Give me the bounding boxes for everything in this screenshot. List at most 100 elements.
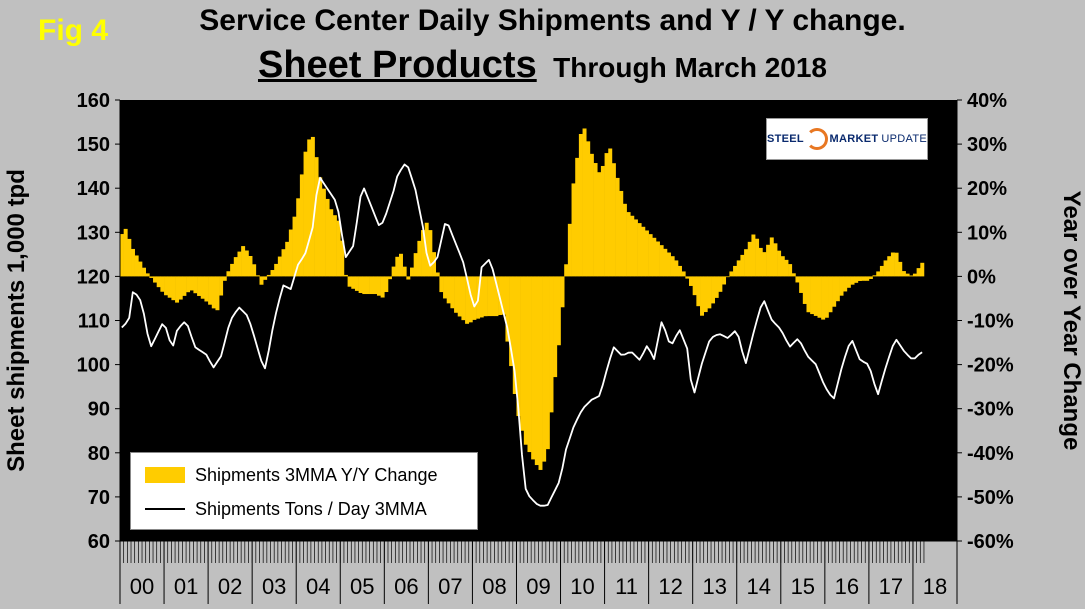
x-tick-label: 02: [218, 574, 242, 599]
bar: [376, 276, 381, 296]
bar: [839, 276, 844, 296]
bar: [487, 276, 492, 317]
chart-subtitle: Sheet Products Through March 2018: [0, 44, 1085, 87]
fig-label: Fig 4: [38, 14, 109, 47]
bar: [689, 276, 693, 286]
bar: [538, 276, 543, 470]
bar: [134, 255, 139, 277]
bar: [744, 249, 749, 277]
left-tick-label: 150: [77, 134, 110, 156]
legend-bar-swatch: [145, 467, 185, 483]
bar: [365, 276, 370, 295]
bar: [413, 253, 418, 277]
bar: [277, 256, 282, 277]
bar: [912, 273, 917, 277]
bar: [208, 276, 213, 305]
bar: [244, 250, 249, 277]
bar: [868, 276, 873, 279]
left-tick-label: 90: [88, 399, 110, 421]
bar: [516, 276, 521, 417]
logo-update: UPDATE: [881, 133, 927, 145]
left-tick-label: 140: [77, 178, 110, 200]
bar: [439, 276, 444, 293]
bar: [784, 259, 789, 277]
x-tick-label: 16: [835, 574, 859, 599]
bar: [182, 276, 187, 296]
bar: [347, 276, 352, 287]
bar: [310, 136, 315, 277]
x-tick-label: 08: [482, 574, 506, 599]
bar: [652, 237, 657, 277]
bar: [307, 139, 312, 277]
bar: [285, 241, 290, 277]
bar: [465, 276, 470, 324]
bar: [329, 209, 334, 277]
chart-title: Service Center Daily Shipments and Y / Y…: [199, 4, 906, 37]
bar: [325, 198, 330, 277]
bar: [288, 229, 293, 277]
bar: [274, 263, 279, 277]
bar: [527, 276, 532, 453]
x-tick-label: 00: [130, 574, 154, 599]
bar: [637, 223, 642, 277]
bar: [865, 276, 870, 281]
bar: [678, 265, 682, 277]
bar: [663, 248, 668, 277]
bar: [138, 261, 143, 277]
bar: [703, 276, 708, 313]
bar: [259, 276, 264, 285]
bar: [644, 230, 649, 277]
bar: [296, 198, 301, 277]
bar: [520, 276, 525, 431]
bar: [905, 273, 910, 277]
right-tick-label: 40%: [967, 90, 1007, 112]
y-axis-left-title: Sheet shipments 1,000 tpd: [3, 169, 30, 472]
bar: [380, 276, 385, 298]
bar: [861, 276, 866, 281]
bar: [901, 271, 906, 277]
bar: [542, 276, 547, 462]
legend-label-bars: Shipments 3MMA Y/Y Change: [195, 464, 438, 485]
bar: [215, 276, 220, 311]
bar: [200, 276, 205, 299]
bar: [509, 276, 514, 367]
bar: [127, 238, 132, 277]
right-tick-label: -10%: [967, 311, 1014, 333]
bar: [729, 271, 734, 277]
bar: [512, 276, 517, 394]
bar: [241, 246, 246, 277]
x-tick-label: 14: [747, 574, 771, 599]
bar: [725, 276, 730, 278]
bar: [806, 276, 811, 313]
bar: [567, 223, 572, 277]
bar: [777, 250, 782, 277]
bar: [153, 276, 158, 283]
bar: [421, 230, 425, 277]
bar: [167, 276, 172, 298]
bar: [733, 265, 738, 277]
bar: [189, 276, 194, 291]
bar: [795, 276, 800, 283]
bar: [608, 148, 613, 277]
bar: [846, 276, 851, 288]
bar: [454, 276, 459, 313]
x-tick-label: 04: [306, 574, 330, 599]
bar: [175, 276, 180, 303]
title-sub: Through March 2018: [553, 52, 828, 83]
bar: [887, 256, 892, 277]
bar: [391, 266, 396, 277]
bar: [600, 165, 605, 277]
bar: [890, 252, 895, 277]
bar: [700, 276, 704, 316]
bar: [248, 256, 253, 277]
bar: [769, 237, 774, 277]
bar: [582, 128, 587, 277]
bar: [802, 276, 807, 304]
bar: [553, 276, 558, 378]
x-tick-label: 13: [702, 574, 726, 599]
y-axis-right-title: Year over Year Change: [1058, 191, 1085, 451]
bar: [545, 276, 550, 450]
bar: [332, 215, 337, 277]
bar: [604, 153, 609, 277]
bar: [204, 276, 209, 302]
